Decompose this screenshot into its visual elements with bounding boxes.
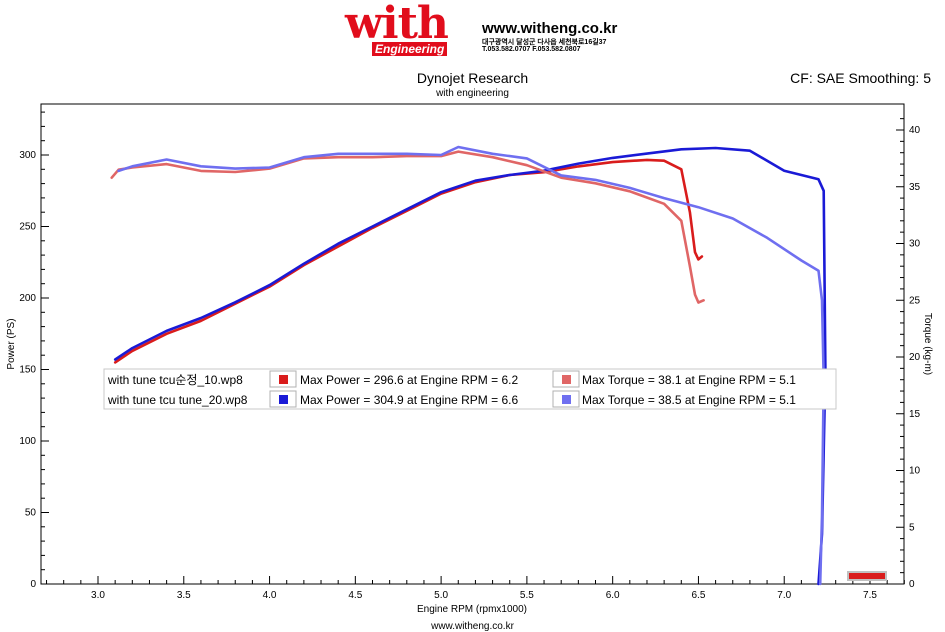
header-phone: T.053.582.0707 F.053.582.0807 (482, 46, 581, 53)
x-tick-label: 7.0 (777, 590, 791, 601)
correction-factor-label: CF: SAE Smoothing: 5 (790, 70, 931, 86)
y-left-tick-label: 200 (19, 293, 36, 304)
chart-subtitle: with engineering (436, 88, 509, 99)
legend-torque-swatch (562, 375, 571, 384)
y-right-tick-label: 20 (909, 352, 921, 363)
header-website: www.witheng.co.kr (482, 20, 618, 37)
legend-max-torque: Max Torque = 38.5 at Engine RPM = 5.1 (582, 393, 796, 407)
legend-power-swatch (279, 395, 288, 404)
y-right-tick-label: 40 (909, 125, 921, 136)
x-axis-label: Engine RPM (rpmx1000) (417, 604, 527, 615)
y-axis-left-label: Power (PS) (6, 318, 17, 369)
legend-run-name: with tune tcu순정_10.wp8 (107, 373, 243, 387)
legend-run-name: with tune tcu tune_20.wp8 (107, 393, 248, 407)
y-right-tick-label: 30 (909, 239, 921, 250)
legend-torque-swatch (562, 395, 571, 404)
plot-frame (40, 103, 905, 585)
power-curve-tuned-tcu (113, 146, 827, 586)
y-left-tick-label: 100 (19, 436, 36, 447)
legend-max-power: Max Power = 304.9 at Engine RPM = 6.6 (300, 393, 518, 407)
torque-curve-tuned-tcu (117, 145, 826, 586)
y-left-tick-label: 50 (25, 508, 37, 519)
legend-box (103, 368, 837, 410)
x-tick-label: 6.0 (606, 590, 620, 601)
y-left-tick-label: 150 (19, 365, 36, 376)
torque-curve-stock-tcu (110, 150, 705, 304)
x-tick-label: 3.5 (177, 590, 191, 601)
power-curve-stock-tcu (113, 158, 704, 364)
chart-legend: with tune tcu순정_10.wp8 Max Power = 296.6 … (103, 368, 837, 410)
y-right-tick-label: 10 (909, 466, 921, 477)
chart-title: Dynojet Research (416, 70, 529, 86)
x-tick-label: 5.5 (520, 590, 534, 601)
x-tick-label: 4.5 (348, 590, 362, 601)
legend-max-torque: Max Torque = 38.1 at Engine RPM = 5.1 (582, 373, 796, 387)
x-tick-label: 5.0 (434, 590, 448, 601)
footer-url: www.witheng.co.kr (431, 621, 514, 632)
y-left-tick-label: 300 (19, 150, 36, 161)
y-right-tick-label: 35 (909, 182, 921, 193)
dynojet-watermark (847, 571, 887, 581)
y-right-tick-label: 5 (909, 522, 915, 533)
brand-logo: with (345, 0, 449, 49)
y-left-tick-label: 0 (30, 579, 36, 590)
header-address: 대구광역시 달성군 다사읍 세천북로16길37 (482, 39, 607, 46)
y-right-tick-label: 0 (909, 579, 915, 590)
legend-max-power: Max Power = 296.6 at Engine RPM = 6.2 (300, 373, 518, 387)
y-axis-right-label: Torque (kg-m) (922, 313, 933, 375)
x-tick-label: 7.5 (863, 590, 877, 601)
x-tick-label: 4.0 (263, 590, 277, 601)
legend-power-swatch (279, 375, 288, 384)
y-left-tick-label: 250 (19, 222, 36, 233)
x-tick-label: 6.5 (691, 590, 705, 601)
x-tick-label: 3.0 (91, 590, 105, 601)
y-right-tick-label: 25 (909, 295, 921, 306)
brand-logo-subtitle: Engineering (372, 42, 448, 56)
y-right-tick-label: 15 (909, 409, 921, 420)
